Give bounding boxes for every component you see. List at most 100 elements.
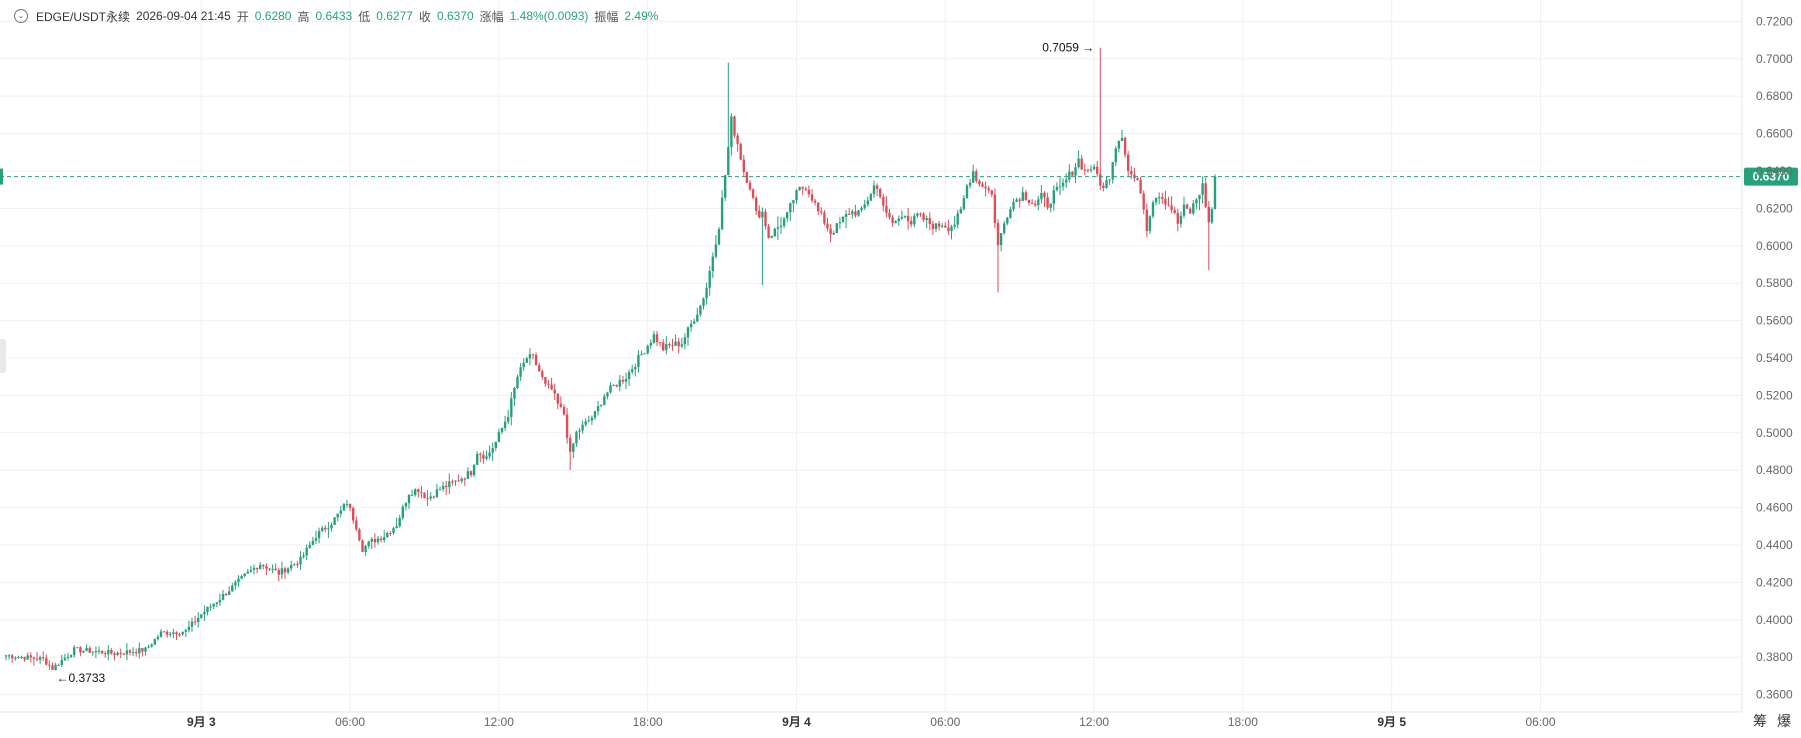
chips-tool-label[interactable]: 筹 — [1753, 713, 1767, 729]
time-tick-label: 9月 4 — [782, 715, 811, 729]
change-value: 1.48%(0.0093) — [509, 9, 589, 23]
candle-body — [302, 555, 305, 557]
candle-body — [175, 632, 178, 635]
candle-body — [1195, 199, 1198, 204]
candle-body — [600, 405, 603, 407]
candle-body — [1114, 148, 1117, 163]
candle-body — [339, 510, 342, 514]
time-tick-label: 9月 5 — [1377, 715, 1406, 729]
last-price-line-layer: 0.6370 — [0, 167, 1798, 186]
candle-body — [1027, 199, 1031, 203]
time-tick-label: 18:00 — [633, 715, 663, 729]
candle-body — [810, 194, 814, 201]
high-value: 0.6433 — [315, 9, 353, 23]
candle-body — [689, 323, 693, 328]
candle-body — [249, 569, 253, 572]
candle-body — [968, 182, 972, 186]
candle-body — [1179, 215, 1183, 224]
candle-body — [314, 538, 318, 541]
candle-body — [324, 527, 327, 530]
candle-body — [1204, 183, 1207, 207]
collapse-chevron-icon[interactable]: ⌄ — [14, 9, 28, 23]
candle-body — [776, 227, 780, 229]
candle-body — [795, 190, 798, 201]
candle-body — [317, 531, 321, 539]
candle-body — [311, 540, 315, 545]
candle-body — [562, 406, 566, 415]
price-tick-label: 0.4000 — [1756, 613, 1793, 627]
candle-body — [420, 491, 423, 493]
candle-body — [662, 342, 665, 351]
candle-body — [854, 211, 857, 216]
candle-body — [758, 210, 761, 218]
candle-body — [203, 611, 206, 615]
candle-body — [286, 568, 290, 573]
price-tick-label: 0.5600 — [1756, 314, 1793, 328]
low-annotation: ←0.3733 — [57, 671, 106, 685]
candle-body — [29, 655, 32, 658]
candle-body — [364, 546, 367, 552]
candle-body — [181, 631, 184, 635]
candle-body — [76, 647, 79, 649]
candle-body — [965, 185, 969, 198]
candle-body — [91, 651, 94, 653]
candle-body — [1145, 209, 1148, 231]
candle-body — [1006, 217, 1009, 224]
candle-body — [751, 189, 755, 198]
candle-body — [503, 421, 507, 428]
side-panel-handle[interactable] — [0, 339, 6, 373]
candle-body — [104, 653, 107, 655]
candle-body — [696, 314, 699, 322]
candle-body — [299, 556, 302, 565]
candle-body — [640, 354, 643, 356]
grid-layer — [0, 0, 1742, 712]
candle-body — [116, 652, 119, 656]
candle-body — [804, 188, 807, 190]
candle-body — [215, 602, 218, 604]
candle-body — [882, 196, 885, 206]
candle-body — [293, 564, 296, 566]
candle-body — [231, 585, 234, 592]
candle-body — [891, 217, 894, 224]
candle-body — [875, 185, 879, 190]
candle-body — [953, 224, 956, 227]
symbol-name[interactable]: EDGE/USDT永续 — [36, 9, 131, 24]
candle-body — [265, 566, 268, 569]
candle-body — [1139, 179, 1142, 194]
candle-body — [333, 517, 336, 525]
candle-body — [528, 354, 532, 359]
price-tick-label: 0.6200 — [1756, 201, 1793, 215]
candle-body — [398, 517, 401, 527]
candle-body — [469, 471, 473, 476]
candle-body — [1055, 186, 1059, 191]
candle-body — [522, 362, 525, 368]
candle-body — [838, 222, 842, 224]
candle-body — [1089, 169, 1093, 171]
candle-body — [869, 194, 873, 201]
candle-body — [606, 392, 609, 397]
candle-body — [283, 568, 287, 573]
candle-body — [1024, 192, 1028, 200]
candle-body — [596, 406, 600, 412]
candle-body — [538, 365, 541, 372]
time-tick-label: 06:00 — [1525, 715, 1555, 729]
candle-body — [1127, 154, 1130, 172]
candle-body — [277, 570, 280, 575]
candle-body — [1198, 194, 1201, 200]
candle-body — [407, 495, 411, 504]
candle-body — [296, 564, 299, 566]
candle-body — [934, 223, 938, 229]
candle-body — [252, 568, 256, 570]
candle-body — [221, 594, 225, 600]
candle-body — [383, 537, 386, 541]
liquidation-tool-label[interactable]: 爆 — [1777, 713, 1791, 729]
candle-body — [1034, 203, 1037, 206]
candle-body — [674, 341, 677, 346]
candle-body — [66, 656, 70, 658]
candle-body — [441, 485, 445, 490]
candle-body — [63, 657, 67, 661]
low-value: 0.6277 — [376, 9, 413, 23]
candle-body — [1111, 162, 1114, 180]
